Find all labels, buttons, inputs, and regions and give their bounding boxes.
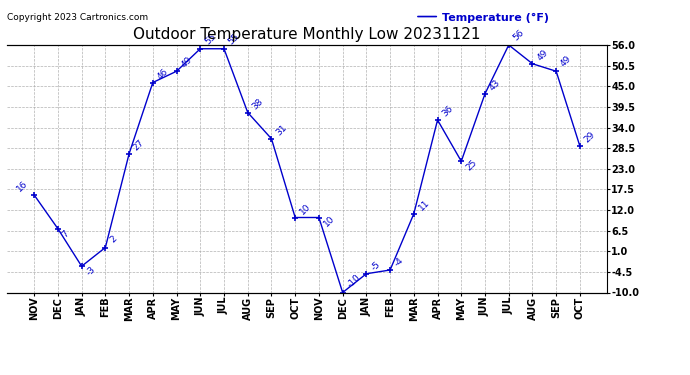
Text: 10: 10 (298, 202, 313, 216)
Text: 49: 49 (179, 56, 194, 70)
Text: 56: 56 (511, 28, 526, 42)
Text: 16: 16 (14, 179, 29, 194)
Text: -5: -5 (369, 260, 382, 272)
Title: Outdoor Temperature Monthly Low 20231121: Outdoor Temperature Monthly Low 20231121 (133, 27, 481, 42)
Text: 49: 49 (559, 54, 573, 69)
Text: 7: 7 (61, 230, 71, 240)
Text: 38: 38 (250, 97, 265, 111)
Text: 25: 25 (464, 158, 478, 172)
Text: -4: -4 (393, 256, 406, 268)
Text: 10: 10 (322, 214, 336, 229)
Text: 36: 36 (440, 104, 455, 118)
Text: -10: -10 (346, 273, 362, 290)
Text: 46: 46 (156, 67, 170, 81)
Text: 55: 55 (203, 32, 217, 46)
Text: Copyright 2023 Cartronics.com: Copyright 2023 Cartronics.com (7, 13, 148, 22)
Text: 11: 11 (417, 198, 431, 212)
Text: Temperature (°F): Temperature (°F) (442, 13, 549, 23)
Text: 43: 43 (488, 78, 502, 92)
Text: 49: 49 (535, 48, 550, 62)
Text: 55: 55 (227, 32, 242, 46)
Text: 2: 2 (108, 234, 119, 245)
Text: 27: 27 (132, 138, 146, 152)
Text: -3: -3 (84, 265, 97, 278)
Text: 29: 29 (582, 130, 597, 145)
Text: 31: 31 (274, 123, 288, 137)
